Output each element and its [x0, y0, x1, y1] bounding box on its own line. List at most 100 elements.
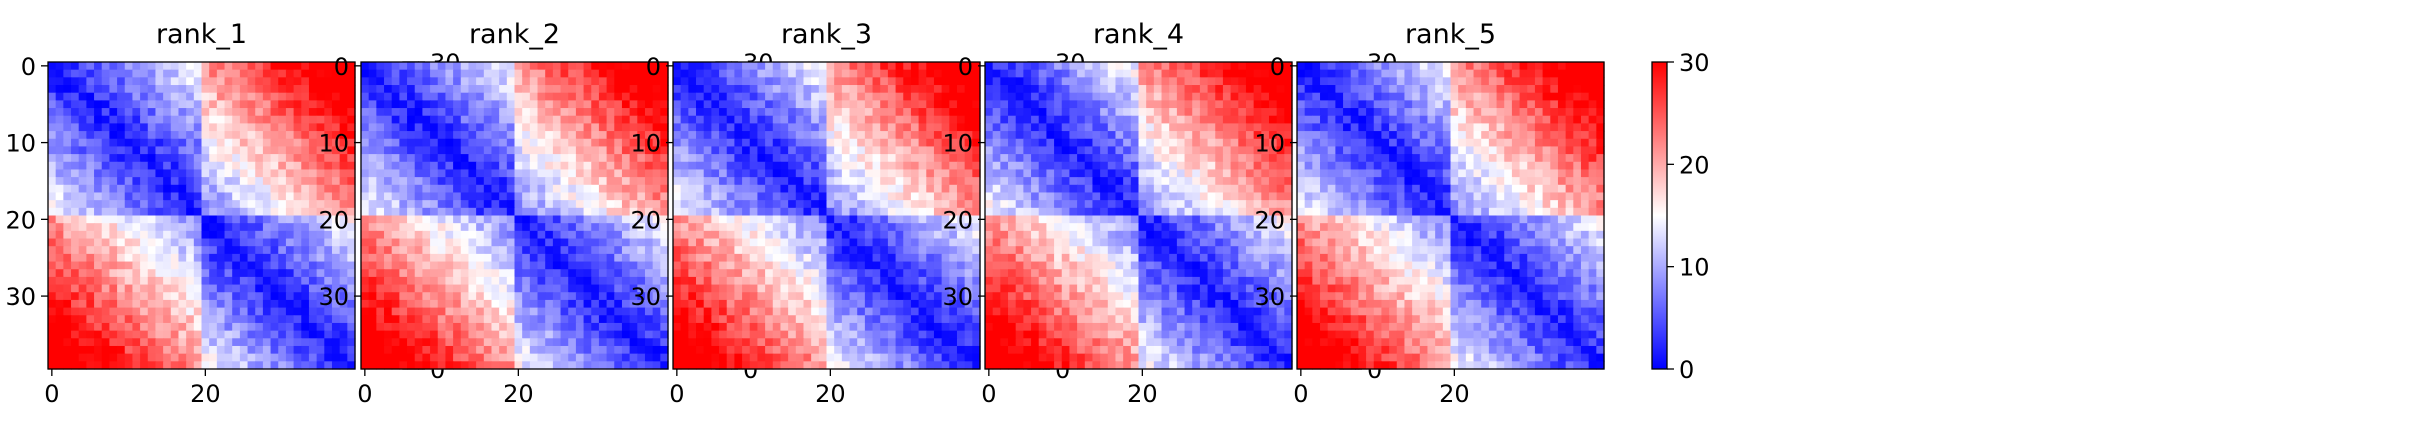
heatmap-cell: [1230, 62, 1239, 71]
heatmap-cell: [293, 253, 302, 263]
heatmap-cell: [506, 177, 516, 186]
heatmap-cell: [285, 69, 295, 78]
heatmap-cell: [361, 200, 370, 209]
heatmap-cell: [476, 192, 485, 201]
heatmap-cell: [629, 184, 638, 194]
heatmap-cell: [591, 154, 600, 163]
heatmap-cell: [422, 330, 431, 339]
heatmap-cell: [476, 284, 485, 293]
heatmap-cell: [933, 77, 943, 86]
heatmap-cell: [726, 192, 736, 201]
heatmap-cell: [270, 223, 279, 232]
heatmap-cell: [384, 69, 393, 78]
heatmap-cell: [688, 131, 697, 140]
heatmap-cell: [598, 108, 608, 117]
heatmap-cell: [239, 330, 249, 339]
heatmap-cell: [765, 100, 774, 109]
heatmap-cell: [545, 276, 554, 286]
heatmap-cell: [780, 299, 789, 309]
heatmap-cell: [529, 146, 539, 155]
heatmap-cell: [430, 315, 439, 324]
heatmap-cell: [48, 345, 57, 355]
heatmap-cell: [522, 77, 531, 86]
heatmap-cell: [964, 338, 973, 347]
heatmap-cell: [719, 238, 728, 247]
heatmap-cell: [163, 238, 172, 247]
heatmap-cell: [629, 154, 638, 163]
heatmap-cell: [155, 108, 164, 117]
heatmap-cell: [278, 284, 287, 293]
heatmap-cell: [545, 138, 554, 148]
heatmap-cell: [514, 230, 523, 240]
heatmap-cell: [926, 292, 935, 301]
heatmap-cell: [178, 161, 187, 171]
heatmap-cell: [545, 207, 554, 217]
heatmap-cell: [170, 207, 180, 217]
heatmap-cell: [591, 69, 600, 78]
heatmap-cell: [178, 345, 187, 355]
heatmap-cell: [270, 169, 279, 178]
heatmap-cell: [949, 269, 958, 278]
heatmap-cell: [780, 123, 789, 132]
heatmap-cell: [644, 353, 654, 362]
heatmap-cell: [895, 184, 904, 194]
heatmap-cell: [734, 184, 743, 194]
heatmap-cell: [703, 192, 712, 201]
heatmap-cell: [94, 154, 103, 163]
heatmap-cell: [155, 269, 164, 278]
heatmap-cell: [399, 338, 408, 347]
heatmap-cell: [522, 345, 531, 355]
heatmap-cell: [147, 108, 157, 117]
heatmap-cell: [437, 207, 447, 217]
heatmap-cell: [186, 230, 195, 240]
heatmap-cell: [361, 246, 370, 255]
heatmap-cell: [621, 330, 631, 339]
heatmap-cell: [216, 100, 226, 109]
heatmap-cell: [772, 261, 782, 270]
heatmap-cell: [956, 85, 966, 94]
heatmap-cell: [895, 307, 904, 316]
heatmap-cells: [673, 62, 981, 370]
heatmap-cell: [193, 361, 203, 370]
heatmap-cell: [339, 100, 348, 109]
heatmap-cell: [644, 292, 654, 301]
heatmap-cell: [719, 307, 728, 316]
heatmap-cell: [163, 138, 172, 148]
heatmap-cell: [147, 77, 157, 86]
heatmap-cell: [460, 330, 470, 339]
heatmap-cell: [48, 322, 57, 332]
heatmap-cell: [361, 100, 370, 109]
heatmap-cell: [1253, 77, 1262, 86]
heatmap-cell: [483, 276, 493, 286]
heatmap-cell: [308, 177, 318, 186]
heatmap-cell: [903, 154, 912, 163]
heatmap-cell: [278, 138, 287, 148]
heatmap-cell: [186, 69, 195, 78]
heatmap-cell: [552, 322, 562, 332]
heatmap-cell: [606, 292, 615, 301]
heatmap-cell: [445, 192, 454, 201]
heatmap-cell: [216, 330, 226, 339]
heatmap-cell: [86, 62, 95, 71]
heatmap-cell: [239, 269, 249, 278]
heatmap-cell: [140, 161, 149, 171]
heatmap-cell: [841, 230, 851, 240]
heatmap-cell: [583, 215, 592, 224]
heatmap-cell: [568, 200, 577, 209]
heatmap-cell: [591, 123, 600, 132]
heatmap-cell: [560, 100, 569, 109]
heatmap-cell: [376, 169, 385, 178]
heatmap-cell: [483, 269, 493, 278]
heatmap-cell: [437, 123, 447, 132]
heatmap-cell: [545, 269, 554, 278]
heatmap-cell: [301, 77, 310, 86]
heatmap-cell: [591, 261, 600, 270]
heatmap-cell: [1077, 77, 1086, 86]
heatmap-cell: [491, 223, 500, 232]
heatmap-cell: [155, 92, 164, 101]
heatmap-cell: [926, 307, 935, 316]
heatmap-cell: [391, 253, 400, 263]
heatmap-cell: [247, 207, 256, 217]
heatmap-cell: [1161, 69, 1170, 78]
heatmap-cell: [903, 307, 912, 316]
